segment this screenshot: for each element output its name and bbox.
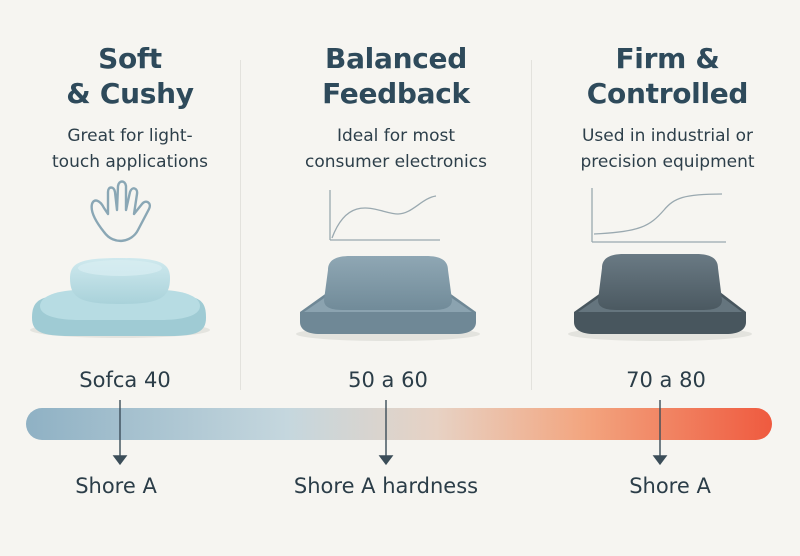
range-soft: Sofca 40: [79, 368, 171, 392]
firm-subtitle: Used in industrial or precision equipmen…: [580, 126, 755, 172]
soft-subtitle: Great for light- touch applications: [52, 126, 208, 172]
curve-graph-icon: [329, 190, 440, 241]
balanced-title: Balanced Feedback: [322, 42, 470, 110]
range-balanced: 50 a 60: [348, 368, 428, 392]
pointer-soft: [112, 400, 128, 466]
hardness-gradient-bar: [26, 408, 772, 440]
pointer-firm: [652, 400, 668, 466]
hand-icon: [90, 180, 151, 242]
pointer-balanced: [378, 400, 394, 466]
shore-soft: Shore A: [75, 474, 157, 498]
shore-balanced: Shore A hardness: [293, 474, 479, 498]
balanced-button-illustration: [296, 256, 480, 341]
step-graph-icon: [591, 188, 726, 243]
shore-firm: Shore A: [629, 474, 711, 498]
divider-right: [531, 60, 532, 390]
soft-title: Soft & Cushy: [66, 42, 194, 110]
balanced-subtitle: Ideal for most consumer electronics: [305, 126, 487, 172]
column-firm: Firm & Controlled Used in industrial or …: [535, 0, 800, 175]
firm-button-illustration: [568, 254, 752, 341]
column-soft: Soft & Cushy Great for light- touch appl…: [0, 0, 260, 175]
range-firm: 70 a 80: [626, 368, 706, 392]
firm-title: Firm & Controlled: [586, 42, 749, 110]
divider-left: [240, 60, 241, 390]
soft-button-illustration: [30, 258, 210, 338]
column-balanced: Balanced Feedback Ideal for most consume…: [256, 0, 536, 175]
